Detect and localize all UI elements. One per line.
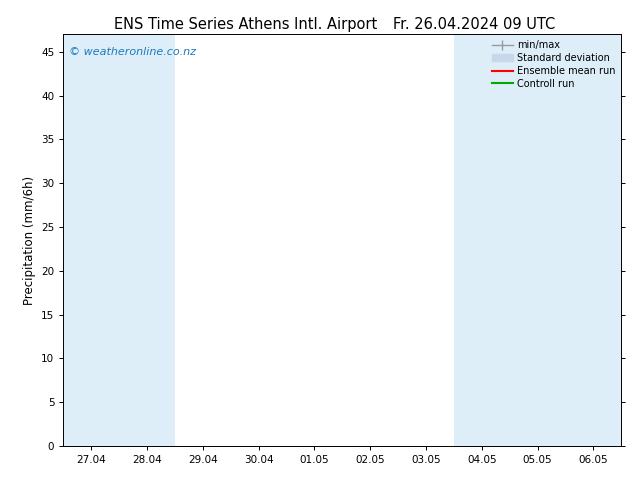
Bar: [454, 34, 510, 446]
Legend: min/max, Standard deviation, Ensemble mean run, Controll run: min/max, Standard deviation, Ensemble me…: [488, 36, 619, 93]
Bar: [566, 34, 621, 446]
Text: © weatheronline.co.nz: © weatheronline.co.nz: [69, 47, 196, 57]
Y-axis label: Precipitation (mm/6h): Precipitation (mm/6h): [23, 175, 36, 305]
Bar: [510, 34, 566, 446]
Bar: [63, 34, 119, 446]
Bar: [119, 34, 175, 446]
Text: Fr. 26.04.2024 09 UTC: Fr. 26.04.2024 09 UTC: [393, 17, 555, 32]
Text: ENS Time Series Athens Intl. Airport: ENS Time Series Athens Intl. Airport: [114, 17, 377, 32]
